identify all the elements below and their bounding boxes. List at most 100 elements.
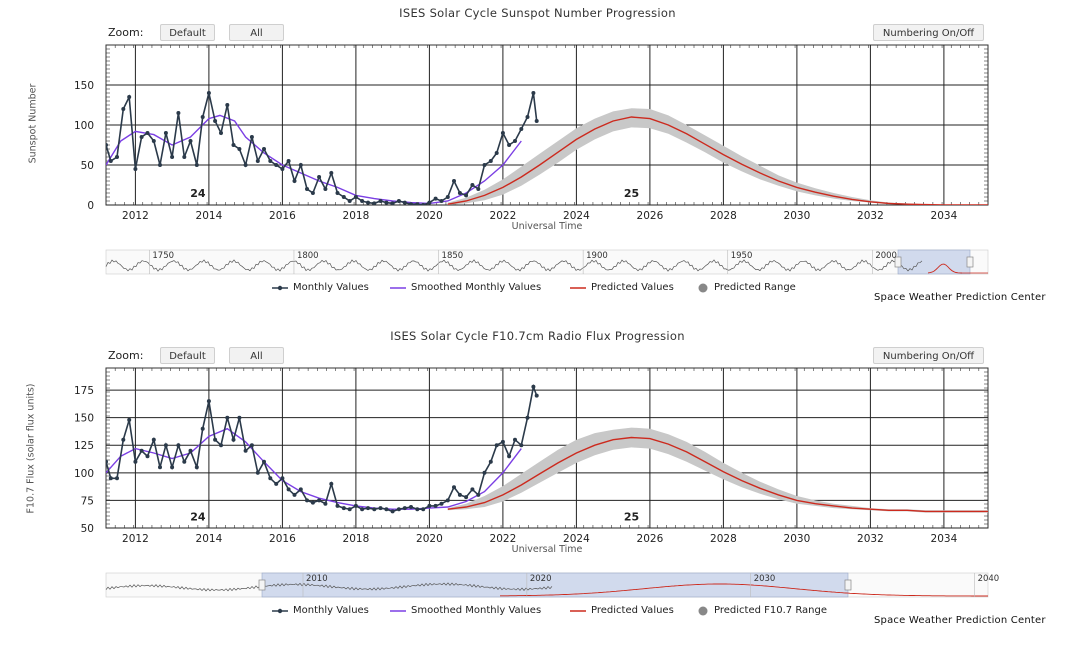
legend-symbol-range: [698, 606, 708, 615]
monthly-point: [317, 498, 322, 503]
monthly-point: [378, 506, 383, 511]
monthly-point: [106, 459, 108, 464]
monthly-point: [176, 111, 181, 115]
navigator-label: 1750: [152, 251, 174, 261]
monthly-point: [317, 175, 322, 179]
navigator-handle[interactable]: [894, 256, 902, 268]
zoom-label: Zoom:: [108, 349, 144, 362]
legend-dot: [277, 608, 283, 613]
x-tick-label: 2030: [784, 210, 811, 222]
monthly-point: [433, 503, 438, 508]
monthly-point: [347, 199, 352, 203]
monthly-point: [439, 501, 444, 506]
numbering-toggle-button[interactable]: Numbering On/Off: [873, 24, 984, 41]
navigator-label: 1800: [297, 251, 319, 261]
legend-item-range[interactable]: Predicted Range: [697, 282, 796, 293]
legend-item-predicted[interactable]: Predicted Values: [570, 605, 674, 616]
sunspot-chart: 2012 2014 2016 2018 2020 2022 2024 2026 2028 2030…: [74, 44, 989, 275]
legend-symbol-smoothed: [390, 286, 406, 289]
y-tick-label: 125: [74, 440, 94, 452]
monthly-point: [188, 448, 193, 453]
plot-area: [105, 367, 989, 529]
legend-item-range[interactable]: Predicted F10.7 Range: [697, 605, 827, 616]
y-tick-label: 100: [74, 468, 94, 480]
x-tick-label: 2028: [710, 210, 737, 222]
monthly-point: [176, 443, 181, 448]
legend-item-predicted[interactable]: Predicted Values: [570, 282, 674, 293]
navigator-label: 1950: [731, 251, 753, 261]
numbering-toggle-button[interactable]: Numbering On/Off: [873, 347, 984, 364]
y-tick-label: 50: [81, 523, 94, 535]
monthly-point: [445, 498, 450, 503]
monthly-point: [158, 163, 162, 167]
monthly-point: [200, 426, 205, 431]
navigator-handle[interactable]: [258, 579, 266, 591]
zoom-all-button[interactable]: All: [229, 24, 284, 41]
monthly-point: [488, 459, 493, 464]
zoom-all-button[interactable]: All: [229, 347, 284, 364]
navigator-label: 2010: [306, 574, 328, 584]
legend-item-smoothed[interactable]: Smoothed Monthly Values: [390, 605, 541, 616]
monthly-point: [439, 199, 444, 203]
chart-title: ISES Solar Cycle Sunspot Number Progress…: [399, 6, 676, 20]
monthly-point: [427, 200, 432, 205]
monthly-point: [170, 465, 175, 470]
x-tick-label: 2032: [857, 210, 884, 222]
monthly-point: [421, 507, 426, 512]
monthly-point: [525, 115, 530, 119]
monthly-point: [182, 155, 187, 159]
legend-label: Smoothed Monthly Values: [411, 282, 542, 293]
monthly-point: [286, 159, 291, 163]
monthly-point: [409, 202, 413, 205]
zoom-default-button[interactable]: Default: [160, 24, 215, 41]
navigator-handle[interactable]: [844, 579, 852, 591]
navigator-label: 1900: [586, 251, 608, 261]
monthly-point: [262, 459, 266, 464]
monthly-point: [476, 187, 481, 191]
monthly-point: [121, 437, 126, 442]
monthly-point: [531, 384, 536, 389]
legend-dot: [698, 283, 708, 292]
monthly-point: [390, 509, 395, 514]
monthly-point: [329, 171, 334, 175]
monthly-point: [206, 91, 211, 95]
monthly-point: [409, 505, 413, 509]
monthly-point: [286, 487, 291, 492]
x-tick-label: 2034: [931, 210, 958, 222]
x-tick-label: 2024: [563, 210, 590, 222]
legend-label: Predicted Range: [714, 282, 796, 293]
zoom-default-button[interactable]: Default: [160, 347, 215, 364]
monthly-point: [500, 439, 505, 444]
cycle-label: 25: [624, 187, 639, 200]
monthly-point: [488, 159, 493, 163]
legend-item-smoothed[interactable]: Smoothed Monthly Values: [390, 282, 541, 293]
series-group: [106, 91, 988, 205]
monthly-point: [115, 155, 119, 159]
navigator-label: 2030: [754, 574, 776, 584]
legend-label: Smoothed Monthly Values: [411, 605, 542, 616]
monthly-point: [323, 501, 328, 506]
monthly-point: [402, 506, 407, 511]
monthly-point: [305, 498, 309, 503]
x-tick-label: 2026: [637, 533, 664, 545]
monthly-point: [457, 492, 462, 497]
monthly-point: [353, 503, 358, 508]
x-tick-label: 2018: [343, 210, 370, 222]
navigator-handle[interactable]: [966, 256, 974, 268]
monthly-point: [127, 417, 132, 422]
x-tick-label: 2026: [637, 210, 664, 222]
monthly-point: [360, 507, 365, 512]
monthly-point: [384, 507, 389, 512]
monthly-point: [200, 115, 205, 119]
x-tick-label: 2028: [710, 533, 737, 545]
monthly-point: [500, 131, 505, 135]
x-axis-label: Universal Time: [512, 544, 583, 555]
predicted-values-line: [447, 116, 988, 205]
monthly-point: [433, 196, 438, 201]
monthly-point: [231, 143, 236, 147]
navigator-history-line: [105, 259, 923, 272]
legend-item-monthly[interactable]: Monthly Values: [272, 605, 369, 616]
monthly-point: [531, 91, 536, 95]
monthly-point: [280, 476, 285, 481]
legend-item-monthly[interactable]: Monthly Values: [272, 282, 369, 293]
